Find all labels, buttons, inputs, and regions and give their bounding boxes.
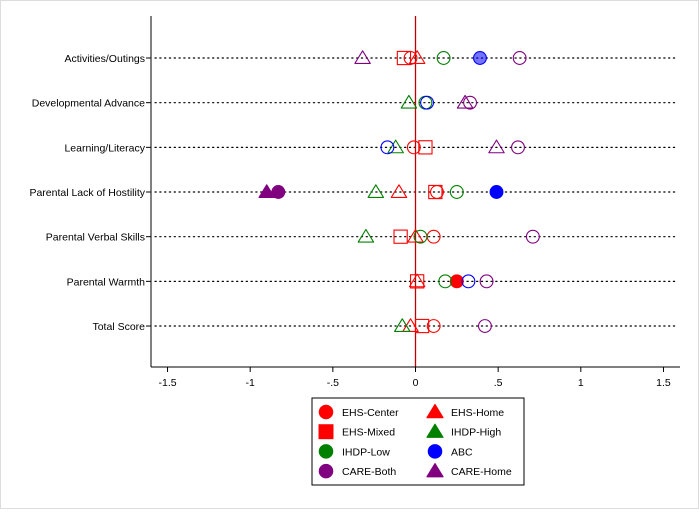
x-tick-label: -.5: [327, 377, 339, 389]
point-ehs-mixed-parental-verbal-skills: [393, 229, 408, 244]
point-ehs-mixed-parental-lack-of-hostility: [428, 184, 443, 200]
point-ihdp-high-total-score: [394, 318, 411, 332]
legend-marker-care-home: [426, 462, 444, 478]
point-care-both-learning-literacy: [511, 140, 525, 155]
point-ihdp-low-activities-outings: [436, 51, 451, 65]
point-ehs-home-parental-warmth: [408, 273, 426, 288]
point-ehs-mixed-parental-warmth: [410, 274, 425, 289]
point-ihdp-high-learning-literacy: [387, 139, 404, 154]
point-care-both-parental-lack-of-hostility: [271, 185, 286, 199]
point-ehs-mixed-total-score: [414, 318, 430, 334]
legend-label-abc: ABC: [451, 446, 473, 458]
legend-label-ehs-mixed: EHS-Mixed: [342, 427, 395, 439]
point-ehs-center-learning-literacy: [406, 140, 421, 155]
point-care-home-activities-outings: [354, 50, 371, 64]
legend-marker-ehs-home: [426, 403, 444, 419]
point-ehs-mixed-activities-outings: [396, 50, 412, 66]
legend-marker-ehs-center: [318, 404, 334, 420]
legend: EHS-Center EHS-Home EHS-Mixed IHDP-High IHDP…: [311, 397, 525, 486]
point-ihdp-high-parental-lack-of-hostility: [367, 184, 385, 198]
x-tick-label: -1.5: [158, 377, 176, 389]
legend-label-care-both: CARE-Both: [342, 466, 396, 478]
legend-marker-ehs-mixed: [318, 424, 334, 440]
category-label: Learning/Literacy: [64, 142, 145, 154]
point-ihdp-high-developmental-advance: [400, 94, 418, 109]
legend-label-ihdp-low: IHDP-Low: [342, 446, 390, 458]
point-care-home-parental-lack-of-hostility: [258, 184, 275, 198]
data-markers: [258, 50, 540, 334]
legend-label-care-home: CARE-Home: [451, 466, 512, 478]
point-ehs-mixed-learning-literacy: [418, 140, 433, 155]
category-labels: Activities/Outings Developmental Advance L…: [29, 53, 151, 333]
x-tick-label: 1.5: [656, 377, 671, 389]
legend-label-ehs-center: EHS-Center: [342, 407, 399, 419]
category-label: Parental Verbal Skills: [46, 232, 145, 244]
legend-marker-ihdp-high: [426, 423, 444, 438]
x-tick-label: 0: [413, 377, 419, 389]
point-ehs-home-parental-lack-of-hostility: [390, 184, 408, 198]
point-abc-activities-outings: [473, 51, 487, 65]
x-tick-label: -1: [246, 377, 255, 389]
category-label: Total Score: [92, 321, 145, 333]
point-care-both-developmental-advance: [463, 95, 478, 110]
legend-marker-abc: [427, 444, 443, 459]
point-abc-parental-lack-of-hostility: [489, 185, 504, 199]
point-ehs-home-parental-verbal-skills: [407, 228, 424, 243]
x-axis-ticks: -1.5 -1 -.5 0 .5 1 1.5: [158, 367, 671, 389]
legend-marker-ihdp-low: [318, 444, 334, 459]
legend-label-ihdp-high: IHDP-High: [451, 427, 501, 439]
point-abc-developmental-advance: [420, 95, 435, 110]
legend-label-ehs-home: EHS-Home: [451, 407, 504, 419]
point-care-home-learning-literacy: [488, 139, 505, 154]
point-ihdp-low-parental-warmth: [438, 274, 453, 289]
point-abc-parental-warmth: [461, 274, 476, 289]
point-ehs-home-activities-outings: [408, 50, 426, 64]
category-label: Activities/Outings: [64, 53, 145, 65]
category-label: Developmental Advance: [32, 98, 145, 110]
legend-marker-care-both: [318, 463, 334, 479]
category-label: Parental Warmth: [67, 276, 146, 288]
point-ehs-center-total-score: [426, 319, 441, 333]
point-ihdp-low-parental-verbal-skills: [413, 229, 428, 244]
legend-box: [311, 397, 525, 486]
point-care-both-total-score: [477, 319, 492, 333]
point-abc-learning-literacy: [380, 140, 395, 155]
category-label: Parental Lack of Hostility: [29, 187, 145, 199]
point-care-both-activities-outings: [512, 51, 527, 65]
point-ehs-center-parental-warmth: [449, 274, 464, 289]
point-care-both-parental-warmth: [479, 274, 494, 289]
point-care-both-parental-verbal-skills: [525, 229, 540, 244]
point-ihdp-low-parental-lack-of-hostility: [449, 185, 464, 199]
point-ihdp-high-parental-verbal-skills: [357, 228, 375, 243]
x-tick-label: 1: [578, 377, 584, 389]
point-care-home-developmental-advance: [456, 94, 474, 109]
x-tick-label: .5: [494, 377, 503, 389]
